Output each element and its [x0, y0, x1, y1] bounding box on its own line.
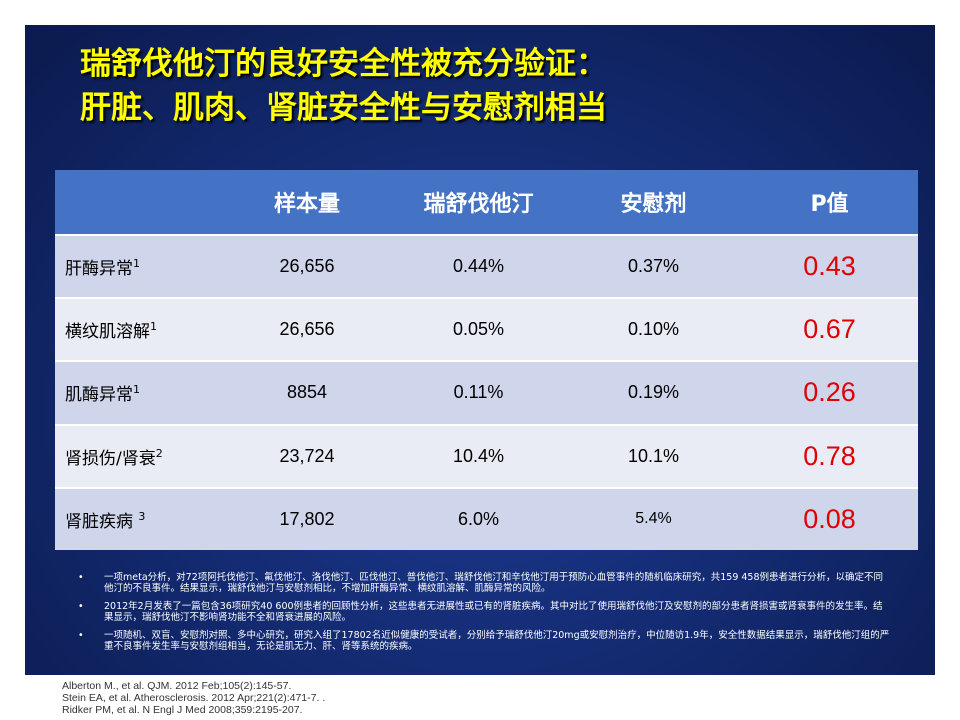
reference-item: Alberton M., et al. QJM. 2012 Feb;105(2)…	[62, 680, 292, 692]
row-label-text: 肝酶异常	[65, 259, 133, 280]
sample-size-cell: 17,802	[223, 486, 391, 550]
sample-size-cell: 26,656	[223, 297, 391, 362]
rosuvastatin-cell: 10.4%	[391, 423, 566, 488]
placebo-cell: 0.19%	[566, 360, 741, 425]
footnote-item: • 一项meta分析，对72项阿托伐他汀、氟伐他汀、洛伐他汀、匹伐他汀、普伐他汀…	[70, 572, 890, 594]
p-value-cell: 0.08	[741, 486, 918, 550]
bullet-marker: •	[78, 630, 84, 641]
placebo-cell: 0.37%	[566, 233, 741, 299]
references: Alberton M., et al. QJM. 2012 Feb;105(2)…	[62, 680, 325, 716]
row-label-text: 肾脏疾病	[65, 511, 139, 532]
footnote-marker: 3	[138, 509, 146, 523]
table-header-row: 样本量 瑞舒伐他汀 安慰剂 P值	[55, 170, 918, 235]
footnote-item: • 2012年2月发表了一篇包含36项研究40 600例患者的回顾性分析，这些患…	[70, 601, 890, 623]
header-blank	[55, 170, 223, 235]
rosuvastatin-cell: 0.11%	[391, 360, 566, 425]
placebo-cell: 5.4%	[566, 486, 741, 550]
header-sample-size: 样本量	[223, 170, 391, 235]
row-label-text: 肌酶异常	[65, 385, 133, 406]
row-label: 肾损伤/肾衰2	[55, 423, 223, 488]
p-value-cell: 0.78	[741, 423, 918, 488]
sample-size-cell: 23,724	[223, 423, 391, 488]
placebo-cell: 10.1%	[566, 423, 741, 488]
row-label: 肌酶异常1	[55, 360, 223, 425]
table-row: 肝酶异常1 26,656 0.44% 0.37% 0.43	[55, 233, 918, 299]
bullet-marker: •	[78, 572, 84, 583]
footnote-text: 一项随机、双盲、安慰剂对照、多中心研究，研究入组了17802名近似健康的受试者，…	[104, 630, 890, 652]
p-value-cell: 0.43	[741, 233, 918, 299]
title-line-2: 肝脏、肌肉、肾脏安全性与安慰剂相当	[80, 90, 607, 126]
placebo-cell: 0.10%	[566, 297, 741, 362]
sample-size-cell: 8854	[223, 360, 391, 425]
footnote-marker: 1	[150, 320, 157, 334]
p-value-cell: 0.26	[741, 360, 918, 425]
footnote-marker: 1	[133, 383, 140, 397]
safety-table: 样本量 瑞舒伐他汀 安慰剂 P值 肝酶异常1 26,656 0.44% 0.37…	[55, 170, 918, 550]
sample-size-cell: 26,656	[223, 233, 391, 299]
table-row: 横纹肌溶解1 26,656 0.05% 0.10% 0.67	[55, 297, 918, 362]
reference-item: Stein EA, et al. Atherosclerosis. 2012 A…	[62, 692, 326, 704]
rosuvastatin-cell: 6.0%	[391, 486, 566, 550]
row-label: 肝酶异常1	[55, 233, 223, 299]
footnote-marker: 1	[133, 257, 140, 271]
footnote-text: 一项meta分析，对72项阿托伐他汀、氟伐他汀、洛伐他汀、匹伐他汀、普伐他汀、瑞…	[104, 572, 884, 594]
row-label: 横纹肌溶解1	[55, 297, 223, 362]
header-rosuvastatin: 瑞舒伐他汀	[391, 170, 566, 235]
row-label-text: 横纹肌溶解	[65, 322, 150, 343]
table-row: 肌酶异常1 8854 0.11% 0.19% 0.26	[55, 360, 918, 425]
rosuvastatin-cell: 0.44%	[391, 233, 566, 299]
footnote-marker: 2	[155, 446, 163, 460]
footnote-text: 2012年2月发表了一篇包含36项研究40 600例患者的回顾性分析，这些患者无…	[104, 601, 883, 623]
row-label: 肾脏疾病 3	[55, 486, 223, 550]
p-value-cell: 0.67	[741, 297, 918, 362]
rosuvastatin-cell: 0.05%	[391, 297, 566, 362]
header-placebo: 安慰剂	[566, 170, 741, 235]
table-row: 肾脏疾病 3 17,802 6.0% 5.4% 0.08	[55, 486, 918, 550]
row-label-text: 肾损伤/肾衰	[65, 448, 156, 469]
title-line-1: 瑞舒伐他汀的良好安全性被充分验证：	[80, 46, 607, 82]
reference-item: Ridker PM, et al. N Engl J Med 2008;359:…	[62, 704, 303, 716]
table-row: 肾损伤/肾衰2 23,724 10.4% 10.1% 0.78	[55, 423, 918, 488]
footnote-item: • 一项随机、双盲、安慰剂对照、多中心研究，研究入组了17802名近似健康的受试…	[70, 630, 890, 652]
footnotes: • 一项meta分析，对72项阿托伐他汀、氟伐他汀、洛伐他汀、匹伐他汀、普伐他汀…	[70, 572, 890, 659]
bullet-marker: •	[78, 601, 84, 612]
slide-title: 瑞舒伐他汀的良好安全性被充分验证： 肝脏、肌肉、肾脏安全性与安慰剂相当	[80, 42, 900, 130]
header-p-value: P值	[741, 170, 918, 235]
